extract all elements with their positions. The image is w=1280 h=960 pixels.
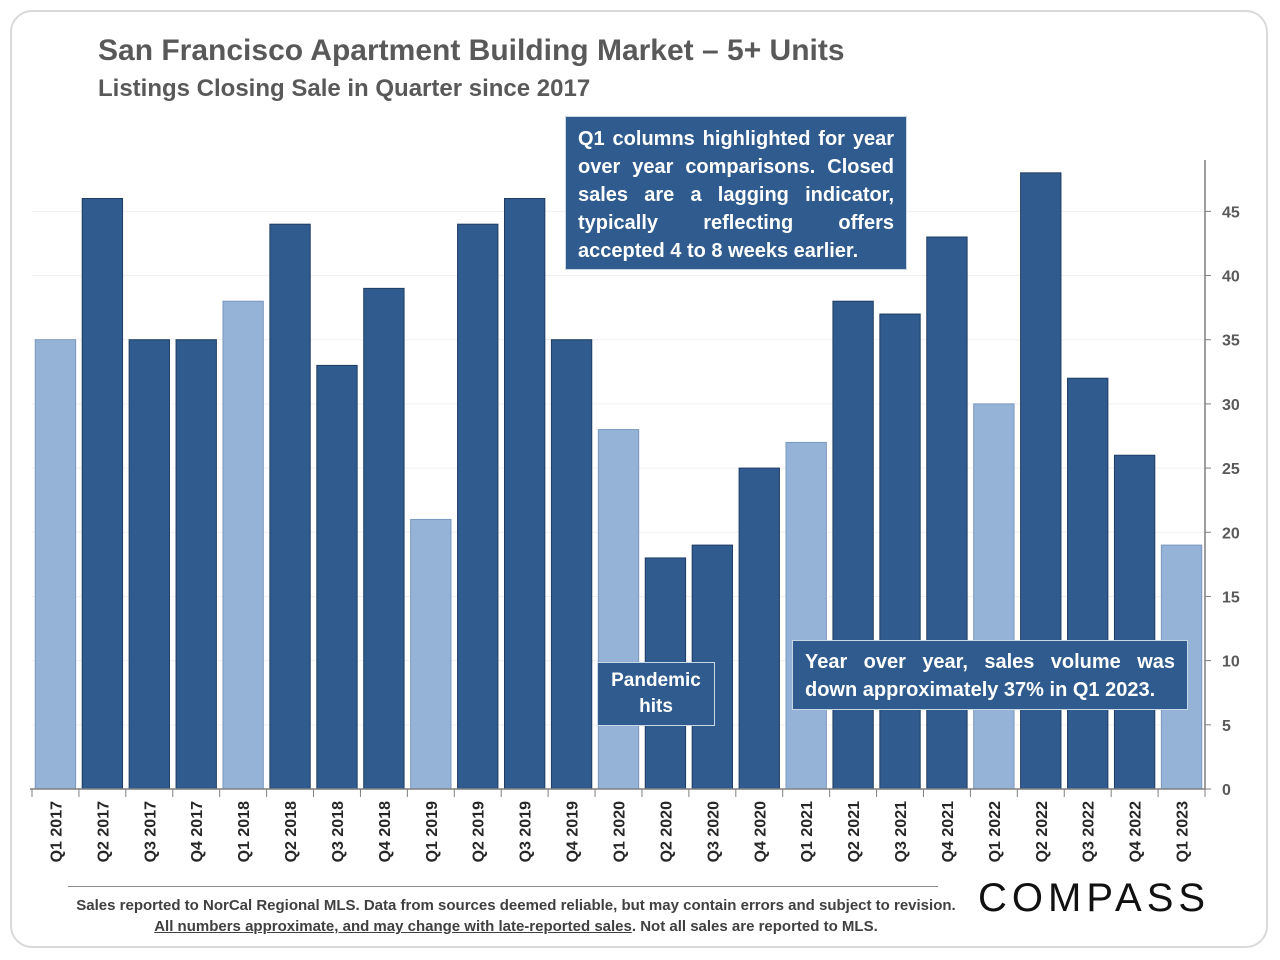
y-tick-label: 30 bbox=[1222, 397, 1240, 414]
bar-q3-2018 bbox=[316, 364, 358, 790]
x-tick-label: Q4 2021 bbox=[940, 801, 957, 862]
y-tick-label: 5 bbox=[1222, 718, 1231, 735]
bar-q1-2018 bbox=[222, 300, 264, 790]
x-tick-label: Q3 2021 bbox=[893, 801, 910, 862]
bar-q1-2017 bbox=[34, 339, 77, 790]
y-tick-label: 15 bbox=[1222, 589, 1240, 606]
bar-q1-2021 bbox=[785, 441, 827, 790]
x-tick-label: Q2 2017 bbox=[95, 801, 112, 862]
x-tick-label: Q3 2019 bbox=[518, 801, 535, 862]
yoy-change-callout: Year over year, sales volume was down ap… bbox=[792, 640, 1188, 710]
x-tick-label: Q1 2021 bbox=[799, 801, 816, 862]
bar-q3-2022 bbox=[1067, 377, 1109, 790]
bar-q4-2020 bbox=[738, 467, 780, 790]
bar-q3-2019 bbox=[503, 198, 546, 790]
y-tick-label: 0 bbox=[1222, 782, 1231, 799]
footnote-underlined-text: All numbers approximate, and may change … bbox=[154, 918, 632, 935]
bar-q4-2018 bbox=[363, 287, 405, 790]
x-tick-label: Q2 2022 bbox=[1034, 801, 1051, 862]
x-tick-label: Q3 2022 bbox=[1081, 801, 1098, 862]
y-tick-label: 45 bbox=[1222, 204, 1240, 221]
x-tick-labels: Q1 2017 Q2 2017 Q3 2017 Q4 2017 Q1 2018 Q2 20… bbox=[48, 801, 1191, 862]
bar-q3-2017 bbox=[128, 339, 170, 790]
x-tick-label: Q3 2018 bbox=[330, 801, 347, 862]
q1-highlight-callout: Q1 columns highlighted for year over yea… bbox=[565, 116, 907, 270]
x-tick-label: Q1 2022 bbox=[987, 801, 1004, 862]
x-tick-label: Q2 2018 bbox=[283, 801, 300, 862]
y-tick-label: 20 bbox=[1222, 525, 1240, 542]
x-tick-label: Q4 2018 bbox=[377, 801, 394, 862]
bar-q2-2021 bbox=[832, 300, 874, 790]
x-tick-label: Q4 2019 bbox=[565, 801, 582, 862]
footnote: Sales reported to NorCal Regional MLS. D… bbox=[70, 895, 962, 937]
bar-q4-2017 bbox=[175, 339, 217, 790]
bar-q3-2021 bbox=[879, 313, 921, 790]
compass-logo: COMPASS bbox=[978, 876, 1211, 920]
x-tick-label: Q4 2020 bbox=[752, 801, 769, 862]
x-tick-label: Q3 2020 bbox=[705, 801, 722, 862]
x-tick-label: Q2 2019 bbox=[471, 801, 488, 862]
x-tick-label: Q4 2017 bbox=[189, 801, 206, 862]
x-tick-label: Q1 2017 bbox=[48, 801, 65, 862]
footnote-text: Sales reported to NorCal Regional MLS. D… bbox=[76, 897, 956, 914]
x-tick-label: Q2 2021 bbox=[846, 801, 863, 862]
bar-q2-2019 bbox=[457, 223, 499, 790]
x-tick-label: Q1 2020 bbox=[612, 801, 629, 862]
x-tick-label: Q3 2017 bbox=[142, 801, 159, 862]
pandemic-callout: Pandemic hits bbox=[597, 662, 715, 726]
chart-subtitle: Listings Closing Sale in Quarter since 2… bbox=[98, 75, 591, 102]
x-tick-label: Q2 2020 bbox=[658, 801, 675, 862]
bar-q4-2019 bbox=[550, 339, 593, 790]
bar-q4-2022 bbox=[1113, 454, 1156, 790]
chart-title: San Francisco Apartment Building Market … bbox=[98, 34, 845, 67]
x-tick-label: Q1 2023 bbox=[1175, 801, 1192, 862]
x-tick-label: Q4 2022 bbox=[1128, 801, 1145, 862]
footnote-text-end: . Not all sales are reported to MLS. bbox=[631, 918, 878, 935]
axes bbox=[30, 160, 1211, 797]
bar-q2-2017 bbox=[81, 198, 124, 790]
footer-divider bbox=[68, 886, 938, 887]
y-tick-label: 10 bbox=[1222, 654, 1240, 671]
y-tick-labels: 0 5 10 15 20 25 30 35 40 45 bbox=[1222, 204, 1240, 799]
bar-q1-2019 bbox=[410, 518, 452, 790]
x-tick-label: Q1 2018 bbox=[236, 801, 253, 862]
y-tick-label: 40 bbox=[1222, 269, 1240, 286]
bar-q2-2018 bbox=[269, 223, 311, 790]
x-tick-label: Q1 2019 bbox=[424, 801, 441, 862]
y-tick-label: 35 bbox=[1222, 333, 1240, 350]
y-tick-label: 25 bbox=[1222, 461, 1240, 478]
bar-q1-2022 bbox=[973, 403, 1015, 790]
bar-q1-2020 bbox=[597, 429, 640, 790]
